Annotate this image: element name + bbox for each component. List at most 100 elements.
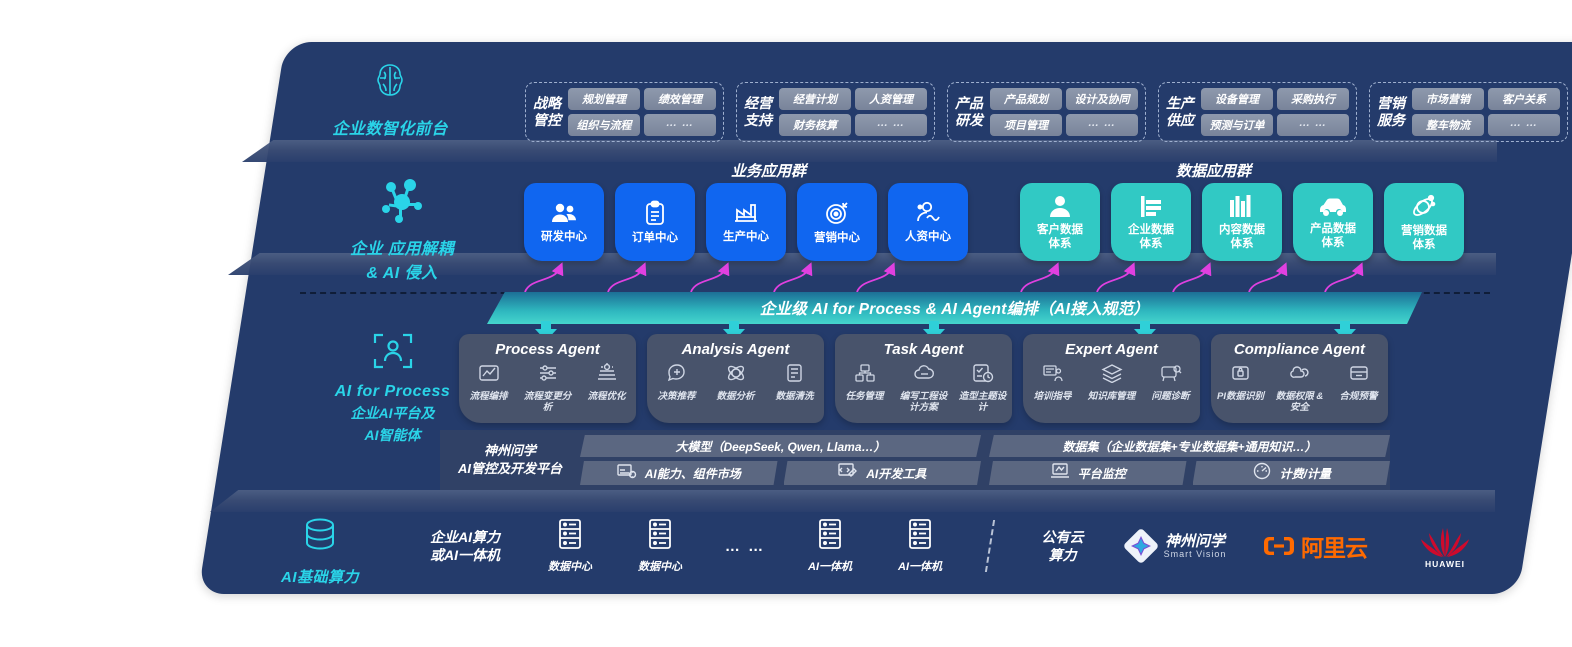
platform-datasets-bar[interactable]: 数据集（企业数据集+专业数据集+通用知识…） [989,435,1390,457]
infra-node-caption: 数据中心 [638,561,682,573]
app-card-enterprise-data[interactable]: 企业数据 体系 [1111,183,1191,261]
platform-columns: 大模型（DeepSeek, Qwen, Llama…） AI能力、组件市场 [580,435,1390,485]
agent-skills: 任务管理 编写工程设计方案 [835,363,1012,413]
app-card-rd-center[interactable]: 研发中心 [524,183,604,261]
platform-cell-label: AI能力、组件市场 [644,466,741,481]
business-app-cards: 研发中心 订单中心 生 [524,183,968,261]
app-card-content-data[interactable]: 内容数据 体系 [1202,183,1282,261]
domain-chip-more[interactable]: … … [1488,114,1560,136]
infra-logo-aliyun[interactable]: 阿里云 [1240,529,1390,563]
domain-chip[interactable]: 设计及协同 [1066,88,1138,110]
agent-skill[interactable]: 编写工程设计方案 [896,363,951,413]
domain-group-strategy[interactable]: 战略 管控 规划管理 绩效管理 组织与流程 … … [525,82,724,142]
domain-chip[interactable]: 经营计划 [779,88,851,110]
infra-node-datacenter-2[interactable]: 数据中心 [615,518,705,574]
app-card-hr-center[interactable]: 人资中心 [888,183,968,261]
diagnose-icon [1160,363,1182,388]
rail-label-2: & AI 侵入 [366,265,438,282]
agent-skill-label: 任务管理 [845,391,884,402]
infra-label-1: 企业AI算力 [430,529,500,545]
brain-icon [300,60,480,109]
agent-title: Task Agent [883,341,964,358]
agent-skill[interactable]: 知识库管理 [1084,363,1139,402]
agent-skill-label: 数据清洗 [775,391,814,402]
rail-front-office: 企业数智化前台 [300,60,480,139]
app-card-marketing-data[interactable]: 营销数据 体系 [1384,183,1464,261]
car-icon [1318,195,1348,217]
domain-chip-more[interactable]: … … [855,114,927,136]
infra-label-2: 或AI一体机 [430,547,500,563]
domain-chip[interactable]: 市场营销 [1412,88,1484,110]
infrastructure-row: 企业AI算力 或AI一体机 数据中心 [405,518,1500,574]
agent-skill[interactable]: 决策推荐 [649,363,704,402]
agent-skill[interactable]: 数据清洗 [767,363,822,402]
diamond-logo-icon [1123,529,1158,563]
agent-card-process[interactable]: Process Agent 流程编排 [459,334,636,423]
agent-card-analysis[interactable]: Analysis Agent 决策推荐 [647,334,824,423]
domain-chip[interactable]: 绩效管理 [644,88,716,110]
agent-card-task[interactable]: Task Agent 任务管理 [835,334,1012,423]
domain-chip[interactable]: 规划管理 [568,88,640,110]
app-card-product-data[interactable]: 产品数据 体系 [1293,183,1373,261]
infra-node-datacenter-1[interactable]: 数据中心 [525,518,615,574]
server-icon [815,518,845,555]
domain-chip[interactable]: 采购执行 [1277,88,1349,110]
platform-models-bar[interactable]: 大模型（DeepSeek, Qwen, Llama…） [580,435,981,457]
domain-chip[interactable]: 预测与订单 [1201,114,1273,136]
agent-skill[interactable]: 任务管理 [837,363,892,413]
server-icon [645,518,675,555]
domain-chip[interactable]: 整车物流 [1412,114,1484,136]
domain-chip[interactable]: 组织与流程 [568,114,640,136]
domain-chip[interactable]: 项目管理 [990,114,1062,136]
id-lock-icon [1230,363,1252,388]
infra-logo-shenzhou[interactable]: 神州问学 Smart Vision [1110,529,1240,563]
domain-group-operations[interactable]: 经营 支持 经营计划 人资管理 财务核算 … … [736,82,935,142]
app-card-production-center[interactable]: 生产中心 [706,183,786,261]
app-card-label-1: 营销数据 [1401,224,1447,237]
agent-skill-label: 数据分析 [716,391,755,402]
platform-cell-monitoring[interactable]: 平台监控 [989,461,1187,485]
domain-group-marketing-service[interactable]: 营销 服务 市场营销 客户关系 整车物流 … … [1369,82,1568,142]
app-card-order-center[interactable]: 订单中心 [615,183,695,261]
domain-group-product-rd[interactable]: 产品 研发 产品规划 设计及协同 项目管理 … … [947,82,1146,142]
app-card-label-1: 客户数据 [1037,223,1083,236]
domain-group-production-supply[interactable]: 生产 供应 设备管理 采购执行 预测与订单 … … [1158,82,1357,142]
domain-chip[interactable]: 设备管理 [1201,88,1273,110]
app-card-customer-data[interactable]: 客户数据 体系 [1020,183,1100,261]
domain-chip-more[interactable]: … … [644,114,716,136]
domain-chip[interactable]: 财务核算 [779,114,851,136]
domain-chip[interactable]: 客户关系 [1488,88,1560,110]
agent-title: Process Agent [495,341,600,358]
platform-cell-ai-devtools[interactable]: AI开发工具 [783,461,981,485]
layer-shelf-1 [242,140,1497,162]
agent-skill[interactable]: 问题诊断 [1143,363,1198,402]
agent-skill[interactable]: 流程变更分析 [520,363,575,413]
agent-card-expert[interactable]: Expert Agent 培训指导 [1023,334,1200,423]
orchestration-banner-label: 企业级 AI for Process & AI Agent编排（AI接入规范） [759,301,1150,318]
domain-chip-more[interactable]: … … [1066,114,1138,136]
infra-logo-huawei[interactable]: HUAWEI [1390,524,1500,569]
agent-skill[interactable]: 数据分析 [708,363,763,402]
app-card-label-1: 企业数据 [1128,223,1174,236]
agent-skill[interactable]: PI数据识别 [1213,363,1268,413]
domain-chip-more[interactable]: … … [1277,114,1349,136]
agent-skill[interactable]: 培训指导 [1025,363,1080,402]
app-card-marketing-center[interactable]: 营销中心 [797,183,877,261]
domain-chip[interactable]: 产品规划 [990,88,1062,110]
domain-group-name: 战略 管控 [533,95,561,128]
rail-label-1: AI基础算力 [280,569,359,586]
agent-skill[interactable]: 数据权限 & 安全 [1272,363,1327,413]
infra-node-ai-appliance-1[interactable]: AI一体机 [785,518,875,574]
infra-node-ai-appliance-2[interactable]: AI一体机 [875,518,965,574]
agent-skill[interactable]: 造型主题设计 [955,363,1010,413]
agent-skill[interactable]: 合规预警 [1331,363,1386,413]
agent-skill[interactable]: 流程编排 [461,363,516,413]
agent-card-compliance[interactable]: Compliance Agent PI数据识别 [1211,334,1388,423]
app-card-label-2: 体系 [1321,236,1345,249]
agent-skill[interactable]: 流程优化 [579,363,634,413]
domain-chip[interactable]: 人资管理 [855,88,927,110]
infra-node-caption: 数据中心 [548,561,592,573]
platform-cell-billing[interactable]: 计费/计量 [1192,461,1390,485]
platform-cell-ai-market[interactable]: AI能力、组件市场 [580,461,778,485]
infra-label-1: 公有云 [1041,529,1084,545]
